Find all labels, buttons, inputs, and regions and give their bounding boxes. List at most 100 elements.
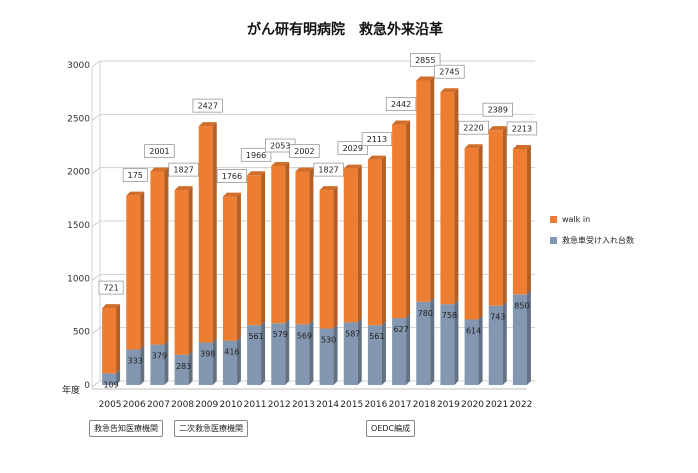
total-label: 2029 bbox=[343, 144, 363, 153]
y-axis: 0 500 1000 1500 2000 2500 3000 bbox=[67, 61, 90, 391]
total-label: 2745 bbox=[439, 68, 459, 77]
x-tick-label: 2015 bbox=[340, 400, 363, 410]
bar-side-ambulance bbox=[502, 301, 507, 385]
total-label-box bbox=[434, 64, 465, 79]
bar-side-walk-in bbox=[526, 144, 531, 295]
total-label-box bbox=[458, 120, 489, 135]
bar-side-walk-in bbox=[406, 120, 411, 319]
bar-segment-walk-in bbox=[222, 196, 237, 341]
bar-side-ambulance bbox=[478, 315, 483, 385]
bar-top-face bbox=[319, 186, 338, 191]
bar-side-walk-in bbox=[261, 171, 266, 326]
bar-side-ambulance bbox=[381, 321, 386, 385]
legend-item-walk-in: walk in bbox=[550, 215, 590, 224]
bar-segment-ambulance bbox=[126, 349, 141, 385]
total-label: 1766 bbox=[222, 172, 242, 181]
x-tick-label: 2021 bbox=[485, 400, 508, 410]
bar-segment-walk-in bbox=[319, 190, 334, 329]
bar-top-face bbox=[102, 304, 121, 309]
total-label-box bbox=[98, 280, 124, 295]
data-label-ambulance: 379 bbox=[152, 352, 167, 361]
bar-side-ambulance bbox=[454, 300, 459, 385]
annotation-oedc: OEDC編成 bbox=[366, 420, 416, 437]
bar-top-face bbox=[392, 120, 411, 125]
data-label-ambulance: 614 bbox=[466, 327, 481, 336]
total-label-box bbox=[240, 147, 272, 162]
total-label-box bbox=[361, 132, 393, 146]
x-tick-label: 2006 bbox=[123, 400, 146, 410]
legend-swatch bbox=[550, 237, 557, 244]
bar-segment-walk-in bbox=[247, 175, 262, 326]
bar-segment-ambulance bbox=[464, 319, 479, 385]
bar-segment-walk-in bbox=[295, 171, 310, 325]
bar-side-ambulance bbox=[164, 340, 169, 385]
bar-segment-ambulance bbox=[174, 354, 189, 385]
x-tick-label: 2005 bbox=[99, 400, 122, 410]
bar-segment-walk-in bbox=[126, 195, 141, 350]
grid-line-side bbox=[91, 380, 101, 388]
bar-top-face bbox=[295, 167, 314, 172]
total-label: 2213 bbox=[512, 124, 532, 133]
data-label-ambulance: 416 bbox=[224, 348, 239, 357]
grid-line-side bbox=[91, 220, 101, 228]
total-label: 1966 bbox=[246, 151, 266, 160]
total-label: 175 bbox=[128, 171, 143, 180]
total-label: 2442 bbox=[391, 100, 411, 109]
x-tick-label: 2019 bbox=[437, 400, 460, 410]
grid-line-side bbox=[91, 273, 101, 281]
bar-segment-walk-in bbox=[367, 159, 382, 326]
total-label: 721 bbox=[103, 284, 118, 293]
bar-side-walk-in bbox=[357, 164, 362, 323]
bar-segment-ambulance bbox=[488, 305, 503, 385]
bar-side-ambulance bbox=[236, 336, 241, 385]
bar-segment-ambulance bbox=[319, 328, 334, 385]
x-tick-label: 2018 bbox=[413, 400, 436, 410]
total-label: 1827 bbox=[318, 166, 338, 175]
data-label-ambulance: 283 bbox=[176, 362, 191, 371]
data-label-ambulance: 109 bbox=[103, 380, 118, 389]
total-label: 2001 bbox=[149, 147, 169, 156]
bar-side-ambulance bbox=[261, 321, 266, 385]
x-tick-label: 2011 bbox=[244, 400, 267, 410]
bar-side-walk-in bbox=[502, 126, 507, 306]
bar-segment-walk-in bbox=[392, 124, 407, 319]
y-tick-label: 0 bbox=[84, 381, 90, 391]
bar-side-walk-in bbox=[333, 186, 338, 329]
y-tick-label: 1500 bbox=[67, 221, 90, 231]
bar-segment-ambulance bbox=[343, 322, 358, 385]
y-tick-label: 3000 bbox=[67, 61, 90, 71]
bar-segment-walk-in bbox=[512, 148, 527, 295]
bar-segment-ambulance bbox=[198, 342, 213, 385]
bar-side-ambulance bbox=[212, 338, 217, 385]
x-tick-label: 2009 bbox=[195, 400, 218, 410]
bar-segment-ambulance bbox=[440, 304, 455, 385]
total-label-box bbox=[192, 98, 223, 113]
bar-segment-ambulance bbox=[295, 324, 310, 385]
bars: 109 721 333 175 379 2001 283 1827 398 2427 416 1766… bbox=[98, 53, 538, 389]
bar-side-walk-in bbox=[430, 76, 435, 302]
bar-segment-ambulance bbox=[150, 344, 165, 385]
bar-top-face bbox=[271, 162, 290, 167]
data-label-ambulance: 627 bbox=[393, 325, 408, 334]
y-tick-label: 1000 bbox=[67, 274, 90, 284]
bar-side-walk-in bbox=[212, 122, 217, 343]
grid-line-side bbox=[91, 113, 101, 121]
bar-top-face bbox=[174, 186, 193, 191]
data-label-ambulance: 333 bbox=[128, 356, 143, 365]
total-label: 2002 bbox=[294, 147, 314, 156]
data-label-ambulance: 850 bbox=[514, 301, 529, 310]
total-label-box bbox=[482, 102, 513, 117]
bar-side-ambulance bbox=[116, 369, 121, 385]
bar-side-walk-in bbox=[116, 304, 121, 374]
data-label-ambulance: 579 bbox=[273, 330, 288, 339]
y-tick-label: 500 bbox=[73, 328, 90, 338]
total-label-box bbox=[168, 162, 199, 177]
total-label: 2389 bbox=[488, 106, 508, 115]
x-axis: 2005 2006 2007 2008 2009 2010 2011 2012 2013 2014… bbox=[99, 400, 533, 410]
bar-side-ambulance bbox=[188, 350, 193, 385]
annotation-emergency-notified: 救急告知医療機関 bbox=[89, 420, 163, 437]
bar-segment-walk-in bbox=[102, 308, 117, 374]
bar-segment-ambulance bbox=[416, 301, 431, 385]
bar-top-face bbox=[222, 192, 241, 197]
